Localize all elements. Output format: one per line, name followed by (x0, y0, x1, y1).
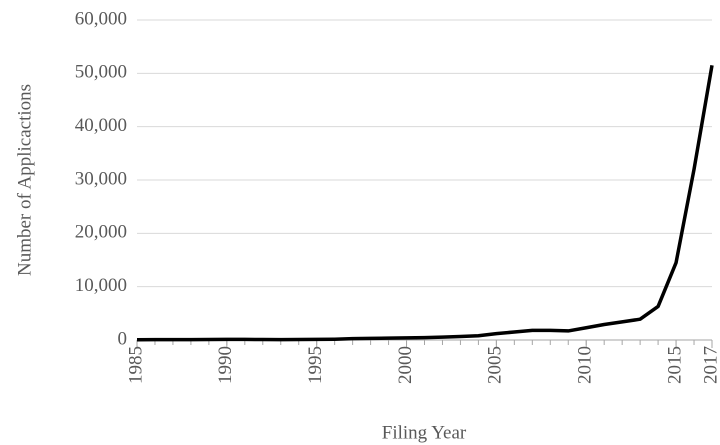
y-tick-label: 60,000 (75, 8, 127, 29)
y-tick-label: 0 (118, 328, 128, 349)
y-tick-label: 20,000 (75, 222, 127, 243)
x-tick-label: 2010 (575, 346, 596, 384)
x-tick-label: 2015 (664, 346, 685, 384)
x-tick-label: 1995 (305, 346, 326, 384)
x-tick-label: 2000 (395, 346, 416, 384)
y-tick-label: 10,000 (75, 275, 127, 296)
x-tick-label: 2005 (485, 346, 506, 384)
y-tick-label: 50,000 (75, 62, 127, 83)
y-axis-label: Number of Applicactions (14, 84, 35, 276)
x-axis-label: Filing Year (382, 422, 467, 443)
x-tick-label: 1990 (215, 346, 236, 384)
y-tick-label: 30,000 (75, 168, 127, 189)
y-tick-label: 40,000 (75, 115, 127, 136)
x-tick-label: 2017 (700, 346, 720, 384)
x-tick-label: 1985 (125, 346, 146, 384)
line-series (136, 65, 714, 342)
